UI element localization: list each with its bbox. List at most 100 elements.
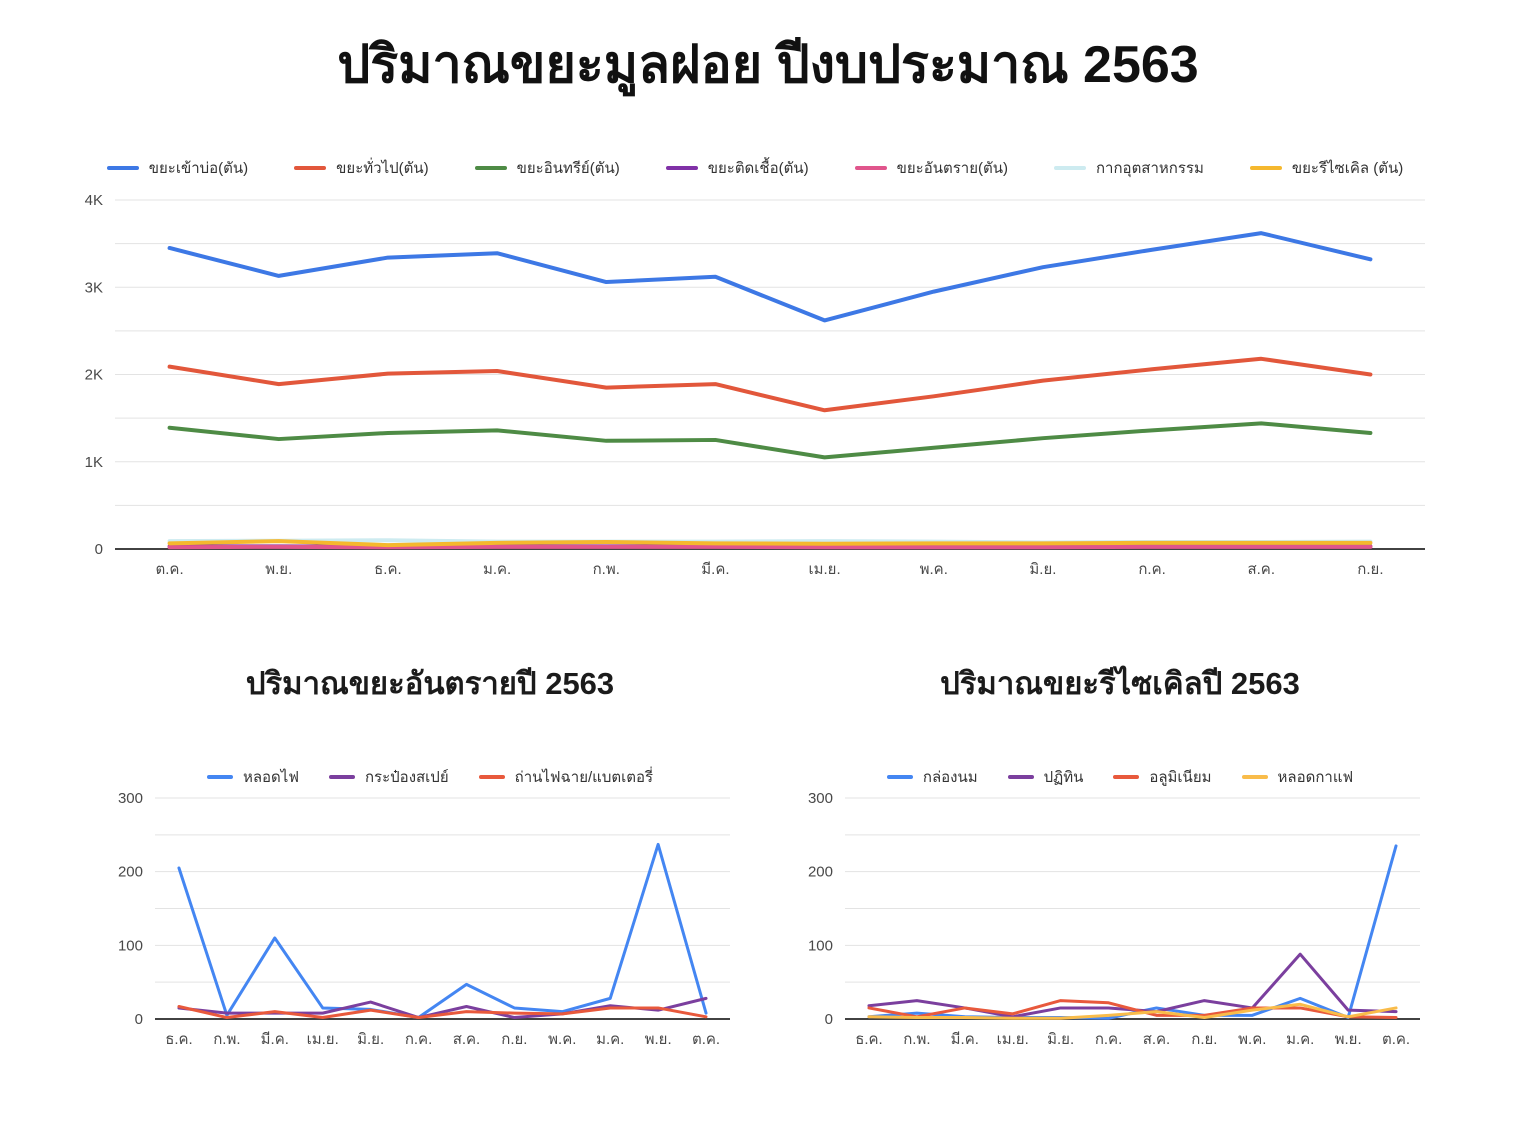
y-tick-label: 300 (808, 790, 833, 807)
legend-item[interactable]: ขยะทั่วไป(ตัน) (294, 156, 429, 180)
series-line[interactable] (177, 1004, 708, 1020)
series-line[interactable] (167, 356, 1373, 413)
y-tick-label: 2K (85, 367, 103, 384)
x-tick-label: ธ.ค. (374, 561, 402, 578)
legend-line-swatch (294, 166, 327, 170)
legend-item[interactable]: ขยะอันตราย(ตัน) (854, 156, 1008, 180)
legend-label: ขยะติดเชื้อ(ตัน) (707, 160, 809, 177)
y-tick-label: 0 (135, 1011, 143, 1028)
legend-label: ขยะอันตราย(ตัน) (896, 160, 1008, 177)
legend-item[interactable]: ปฏิทิน (1007, 765, 1084, 789)
legend-label: ปฏิทิน (1043, 769, 1084, 786)
legend-item[interactable]: ขยะติดเชื้อ(ตัน) (665, 156, 809, 180)
legend-item[interactable]: อลูมิเนียม (1113, 765, 1212, 789)
legend-line-swatch (206, 775, 233, 779)
legend-line-swatch (474, 166, 507, 170)
legend-line-swatch (886, 775, 913, 779)
hazardous-chart-title: ปริมาณขยะอันตรายปี 2563 (245, 666, 615, 701)
x-tick-label: พ.ย. (265, 561, 292, 578)
legend-label: อลูมิเนียม (1149, 769, 1212, 786)
series-line[interactable] (167, 231, 1373, 323)
legend-item[interactable]: กากอุตสาหกรรม (1053, 156, 1204, 180)
x-tick-label: เม.ย. (997, 1031, 1029, 1048)
y-tick-label: 200 (808, 864, 833, 881)
x-tick-label: เม.ย. (809, 561, 841, 578)
legend-line-swatch (1249, 166, 1282, 170)
legend-line-swatch (106, 166, 139, 170)
series-line[interactable] (867, 999, 1398, 1020)
x-tick-label: ก.พ. (903, 1031, 930, 1048)
x-tick-label: ม.ค. (1286, 1031, 1314, 1048)
legend-item[interactable]: หลอดกาแฟ (1241, 765, 1354, 789)
x-tick-label: พ.ย. (645, 1031, 672, 1048)
legend-line-swatch (1113, 775, 1140, 779)
y-tick-label: 1K (85, 454, 103, 471)
x-tick-label: ม.ค. (596, 1031, 624, 1048)
legend-label: ขยะรีไซเคิล (ตัน) (1291, 160, 1404, 177)
legend-item[interactable]: ถ่านไฟฉาย/แบตเตอรี่ (478, 765, 654, 789)
legend-item[interactable]: ขยะเข้าบ่อ(ตัน) (106, 156, 249, 180)
legend-line-swatch (1241, 775, 1268, 779)
x-tick-label: ก.ค. (405, 1031, 432, 1048)
x-tick-label: ก.ย. (1191, 1031, 1217, 1048)
legend-item[interactable]: ขยะรีไซเคิล (ตัน) (1249, 156, 1404, 180)
legend-label: หลอดไฟ (242, 769, 299, 786)
page-title: ปริมาณขยะมูลฝอย ปีงบประมาณ 2563 (337, 36, 1199, 94)
recyclable-chart-legend: กล่องนม ปฏิทิน อลูมิเนียม หลอดกาแฟ (790, 764, 1450, 790)
x-tick-label: ก.ย. (501, 1031, 527, 1048)
x-tick-label: มิ.ย. (357, 1031, 384, 1048)
main-chart-legend: ขยะเข้าบ่อ(ตัน) ขยะทั่วไป(ตัน) ขยะอินทรีย์… (60, 154, 1450, 182)
hazardous-chart-legend: หลอดไฟ กระป๋องสเปย์ ถ่านไฟฉาย/แบตเตอรี่ (100, 764, 760, 790)
x-tick-label: มี.ค. (701, 561, 729, 578)
chart-canvas: 0 100 200 300 ธ.ค. ก.พ. มี.ค. เม.ย. มิ.ย. ก.ค. ส.ค… (808, 790, 1420, 1048)
legend-item[interactable]: หลอดไฟ (206, 765, 299, 789)
legend-label: กากอุตสาหกรรม (1095, 160, 1204, 177)
x-tick-label: พ.ย. (1335, 1031, 1362, 1048)
legend-label: ถ่านไฟฉาย/แบตเตอรี่ (514, 769, 654, 786)
series-line[interactable] (167, 539, 1373, 548)
hazardous-waste-chart: ปริมาณขยะอันตรายปี 2563 หลอดไฟ กระป๋องสเป… (100, 650, 760, 1060)
chart-canvas: 0 100 200 300 ธ.ค. ก.พ. มี.ค. เม.ย. มิ.ย. ก.ค. ส.ค… (118, 790, 730, 1048)
recyclable-waste-chart: ปริมาณขยะรีไซเคิลปี 2563 กล่องนม ปฏิทิน อล… (790, 650, 1450, 1060)
legend-item[interactable]: กระป๋องสเปย์ (328, 765, 449, 789)
x-tick-label: ธ.ค. (165, 1031, 193, 1048)
x-tick-label: ส.ค. (1143, 1031, 1171, 1048)
series-line[interactable] (177, 842, 708, 1020)
x-tick-label: ก.ย. (1357, 561, 1383, 578)
x-tick-label: ธ.ค. (855, 1031, 883, 1048)
y-tick-label: 200 (118, 864, 143, 881)
x-tick-label: พ.ค. (548, 1031, 576, 1048)
recyclable-chart-title: ปริมาณขยะรีไซเคิลปี 2563 (940, 666, 1300, 701)
series-line[interactable] (167, 421, 1373, 460)
x-tick-label: พ.ค. (920, 561, 948, 578)
x-tick-label: ม.ค. (483, 561, 511, 578)
legend-label: ขยะเข้าบ่อ(ตัน) (148, 160, 249, 177)
y-tick-label: 0 (825, 1011, 833, 1028)
x-tick-label: ก.ค. (1095, 1031, 1122, 1048)
y-tick-label: 300 (118, 790, 143, 807)
y-tick-label: 100 (118, 937, 143, 954)
x-tick-label: มี.ค. (951, 1031, 979, 1048)
x-tick-label: ก.พ. (593, 561, 620, 578)
x-tick-label: ต.ค. (1382, 1031, 1410, 1048)
legend-label: หลอดกาแฟ (1277, 769, 1354, 786)
legend-line-swatch (478, 775, 505, 779)
legend-item[interactable]: กล่องนม (886, 765, 978, 789)
x-tick-label: ต.ค. (692, 1031, 720, 1048)
recyclable-chart-plot[interactable]: 0 100 200 300 ธ.ค. ก.พ. มี.ค. เม.ย. มิ.ย. ก.ค. ส.ค… (790, 790, 1450, 1060)
main-chart-plot[interactable]: 0 1K 2K 3K 4K ต.ค. พ.ย. ธ.ค. ม.ค. ก.พ. มี.ค. เม.ย. พ… (60, 182, 1450, 592)
x-tick-label: มี.ค. (261, 1031, 289, 1048)
y-tick-label: 0 (95, 541, 103, 558)
legend-item[interactable]: ขยะอินทรีย์(ตัน) (474, 156, 620, 180)
legend-line-swatch (328, 775, 355, 779)
y-tick-label: 4K (85, 192, 103, 209)
x-tick-label: มิ.ย. (1047, 1031, 1074, 1048)
legend-label: ขยะทั่วไป(ตัน) (336, 160, 429, 177)
x-tick-label: ส.ค. (1247, 561, 1275, 578)
legend-line-swatch (854, 166, 887, 170)
hazardous-chart-plot[interactable]: 0 100 200 300 ธ.ค. ก.พ. มี.ค. เม.ย. มิ.ย. ก.ค. ส.ค… (100, 790, 760, 1060)
series-line[interactable] (867, 1002, 1398, 1020)
chart-canvas: 0 1K 2K 3K 4K ต.ค. พ.ย. ธ.ค. ม.ค. ก.พ. มี.ค. เม.ย. พ… (85, 192, 1425, 578)
legend-line-swatch (1053, 166, 1086, 170)
x-tick-label: พ.ค. (1238, 1031, 1266, 1048)
